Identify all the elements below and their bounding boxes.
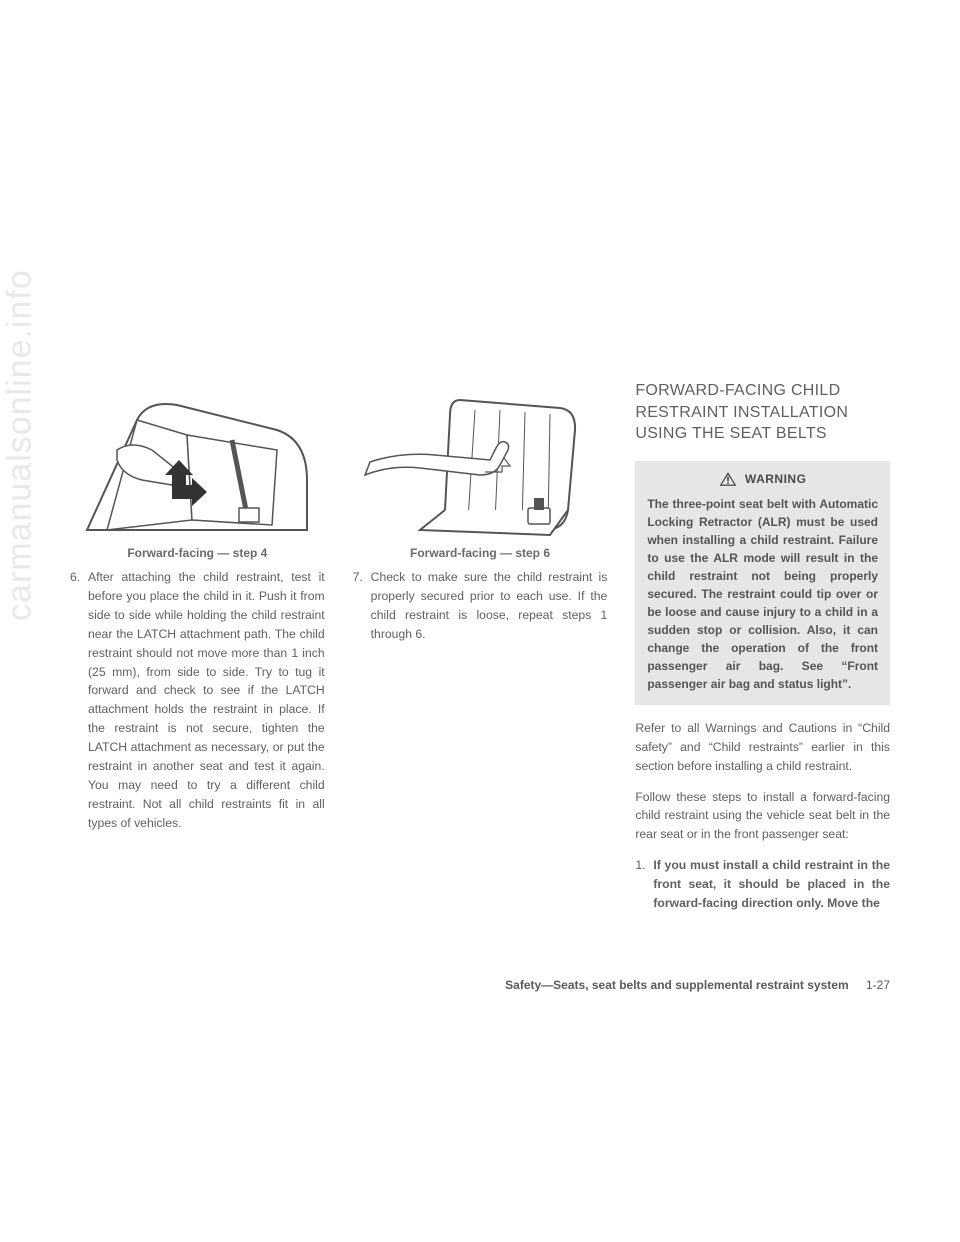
column-1: Forward-facing — step 4 6. After attachi… [70,380,325,923]
caption-step-4: Forward-facing — step 4 [70,546,325,560]
section-heading: FORWARD-FACING CHILD RESTRAINT INSTALLAT… [635,380,890,445]
warning-header: WARNING [647,471,878,487]
step-6: 6. After attaching the child restraint, … [70,568,325,833]
step-1-text: If you must install a child restraint in… [653,856,890,913]
footer-page-number: 1-27 [866,978,890,992]
step-1-number: 1. [635,856,653,913]
paragraph-follow: Follow these steps to install a forward-… [635,788,890,845]
column-3: FORWARD-FACING CHILD RESTRAINT INSTALLAT… [635,380,890,923]
manual-page: Forward-facing — step 4 6. After attachi… [0,0,960,1242]
step-7: 7. Check to make sure the child restrain… [353,568,608,644]
warning-label: WARNING [745,472,807,486]
paragraph-refer: Refer to all Warnings and Cautions in “C… [635,719,890,776]
warning-icon [719,471,737,487]
illustration-step-6-icon [360,380,600,540]
warning-text: The three-point seat belt with Automatic… [647,495,878,693]
warning-box: WARNING The three-point seat belt with A… [635,461,890,705]
column-2: Forward-facing — step 6 7. Check to make… [353,380,608,923]
three-column-layout: Forward-facing — step 4 6. After attachi… [70,380,890,923]
illustration-step-4-icon [77,380,317,540]
step-6-number: 6. [70,568,88,833]
figure-step-4 [70,380,325,540]
page-footer: Safety—Seats, seat belts and supplementa… [505,978,890,992]
step-6-text: After attaching the child restraint, tes… [88,568,325,833]
step-7-text: Check to make sure the child restraint i… [371,568,608,644]
step-7-number: 7. [353,568,371,644]
step-1: 1. If you must install a child restraint… [635,856,890,913]
figure-step-6 [353,380,608,540]
caption-step-6: Forward-facing — step 6 [353,546,608,560]
footer-section: Safety—Seats, seat belts and supplementa… [505,978,848,992]
